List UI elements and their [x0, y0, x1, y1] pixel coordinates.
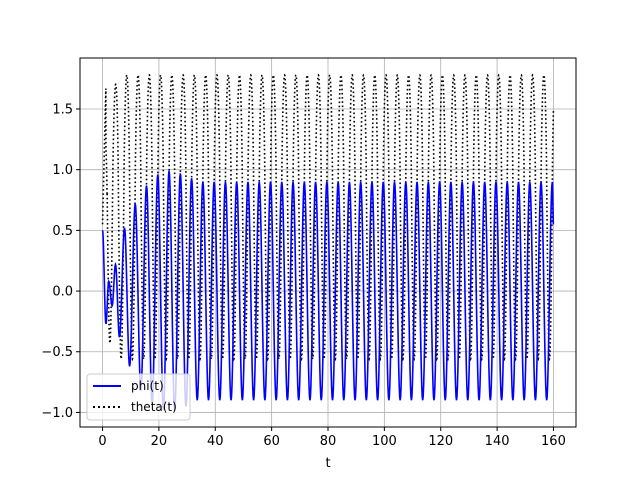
y-tick-label: 1.5: [52, 102, 73, 117]
x-tick-label: 160: [541, 434, 566, 449]
x-tick-label: 100: [372, 434, 397, 449]
x-tick-label: 0: [98, 434, 106, 449]
y-tick-label: 0.0: [52, 285, 73, 300]
y-tick-label: 0.5: [52, 224, 73, 239]
legend-phi-label: phi(t): [131, 379, 164, 393]
axis-ticks: 0 20 40 60 80 100 120 140 160 −1.0 −0.5 0.0 0.5 1.0 1.…: [41, 102, 565, 449]
series-phi-line: [101, 170, 555, 412]
x-tick-label: 140: [485, 434, 510, 449]
series-theta-line: [101, 73, 555, 362]
legend-theta-label: theta(t): [131, 400, 177, 414]
y-tick-label: −1.0: [41, 406, 73, 421]
x-tick-label: 80: [320, 434, 337, 449]
y-tick-label: −0.5: [41, 345, 73, 360]
y-tick-label: 1.0: [52, 163, 73, 178]
x-tick-label: 120: [428, 434, 453, 449]
x-tick-label: 60: [263, 434, 280, 449]
legend: phi(t) theta(t): [86, 373, 191, 421]
x-axis-label: t: [325, 456, 330, 471]
series-lines: [101, 73, 555, 412]
x-tick-label: 40: [207, 434, 224, 449]
x-tick-label: 20: [151, 434, 168, 449]
